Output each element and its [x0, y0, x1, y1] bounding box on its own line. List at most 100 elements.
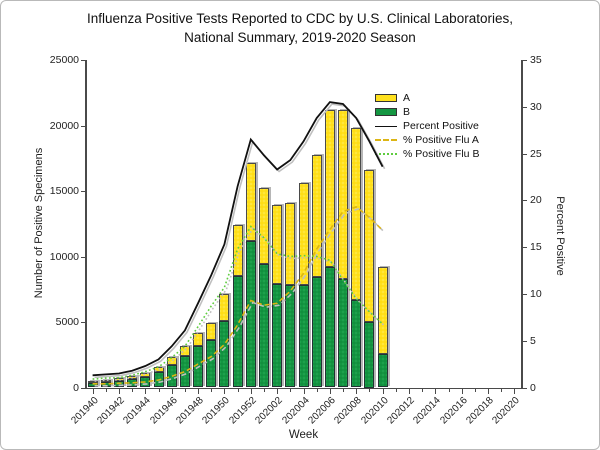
y-right-tick: [522, 60, 527, 61]
legend-item: % Positive Flu A: [375, 133, 479, 147]
x-tick: [237, 389, 239, 392]
y-right-tick: [522, 387, 527, 389]
x-tick: [435, 389, 437, 394]
x-tick: [422, 389, 424, 392]
y-right-tick-label: 35: [530, 54, 542, 66]
x-axis-title: Week: [288, 429, 319, 441]
legend-label: % Positive Flu B: [403, 148, 480, 160]
bar-202009-b: [364, 322, 375, 388]
y-right-tick: [522, 106, 527, 108]
bar-201945-a: [153, 366, 164, 372]
chart-title-line1: Influenza Positive Tests Reported to CDC…: [87, 11, 513, 26]
x-tick: [408, 389, 410, 394]
x-tick: [488, 389, 490, 394]
y-left-tick-label: 15000: [49, 185, 79, 197]
x-tick: [356, 389, 358, 394]
bar-201950-b: [219, 320, 230, 388]
x-tick: [224, 389, 226, 394]
x-tick: [105, 389, 107, 392]
bar-201941-b: [100, 381, 111, 388]
bar-202004-b: [298, 285, 309, 388]
y-left-tick: [81, 60, 86, 61]
bar-202003-b: [285, 285, 296, 388]
legend-item: Percent Positive: [375, 119, 479, 133]
bar-201946-b: [166, 364, 177, 388]
legend-item: % Positive Flu B: [375, 147, 479, 161]
bar-201943-a: [127, 376, 138, 380]
bar-201946-a: [166, 357, 177, 365]
bar-201944-b: [140, 376, 151, 388]
legend-swatch-flu-a: [375, 139, 397, 141]
x-tick: [395, 389, 397, 392]
x-tick: [132, 389, 134, 392]
y-right-tick: [522, 340, 527, 342]
y-left-tick: [81, 191, 86, 192]
bar-202007-a: [338, 109, 349, 279]
bar-201942-a: [113, 378, 124, 381]
y-left-tick-label: 0: [73, 381, 79, 394]
bar-202001-b: [258, 264, 269, 388]
y-right-tick: [522, 293, 527, 295]
x-tick: [277, 389, 279, 394]
y-right-tick-label: 0: [530, 381, 536, 394]
bar-202010-b: [377, 354, 388, 388]
x-tick: [290, 389, 292, 392]
bar-202002-b: [272, 284, 283, 388]
x-tick: [461, 389, 463, 394]
x-tick: [263, 389, 265, 392]
y-right-tick: [522, 200, 527, 202]
bar-201949-a: [206, 323, 217, 341]
bar-202007-b: [338, 278, 349, 388]
y-right-tick-label: 5: [530, 334, 536, 347]
y-right-tick: [522, 247, 527, 249]
y-left-tick-label: 5000: [55, 316, 79, 328]
y-right-tick: [522, 153, 527, 155]
bar-201948-b: [193, 346, 204, 388]
bar-201942-b: [113, 380, 124, 388]
bar-201947-a: [179, 345, 190, 357]
bar-201941-a: [100, 379, 111, 382]
bar-202003-a: [285, 202, 296, 286]
x-tick: [250, 389, 252, 394]
bar-201948-a: [193, 333, 204, 347]
legend-swatch-percent-positive: [375, 125, 397, 127]
y-left-tick: [81, 256, 86, 258]
bar-201944-a: [140, 373, 151, 377]
bar-201951-a: [232, 225, 243, 277]
x-tick: [514, 389, 516, 394]
y-right-tick-label: 25: [530, 147, 542, 160]
y-left-tick-label: 20000: [49, 119, 79, 132]
legend-label: B: [403, 106, 411, 118]
bar-202008-a: [351, 128, 362, 300]
bar-202005-a: [311, 154, 322, 277]
y-right-tick-label: 20: [530, 194, 542, 207]
bar-202010-a: [377, 266, 388, 355]
legend-item: A: [375, 91, 479, 105]
y-axis-right-title: Percent Positive: [554, 196, 566, 276]
bar-201949-b: [206, 340, 217, 388]
bar-202002-a: [272, 205, 283, 284]
bar-201940-b: [87, 382, 98, 388]
legend-item: B: [375, 105, 479, 119]
y-axis-right-line: [521, 60, 523, 388]
x-tick: [118, 389, 120, 394]
legend: A B Percent Positive % Positive Flu A % Posi…: [375, 91, 479, 161]
bar-201947-b: [179, 356, 190, 388]
x-tick: [198, 389, 200, 394]
y-right-tick-label: 10: [530, 287, 542, 300]
x-tick: [343, 389, 345, 392]
x-tick: [501, 389, 503, 392]
x-tick: [145, 389, 147, 394]
x-tick: [171, 389, 173, 394]
legend-swatch-a: [375, 94, 397, 102]
legend-swatch-flu-b: [375, 153, 397, 155]
bar-202004-a: [298, 183, 309, 286]
legend-swatch-b: [375, 108, 397, 116]
bar-201952-b: [245, 240, 256, 388]
y-axis-left-line: [85, 60, 87, 388]
x-tick: [303, 389, 305, 394]
legend-label: A: [403, 92, 411, 104]
x-tick: [329, 389, 331, 394]
bar-201940-a: [87, 380, 98, 383]
